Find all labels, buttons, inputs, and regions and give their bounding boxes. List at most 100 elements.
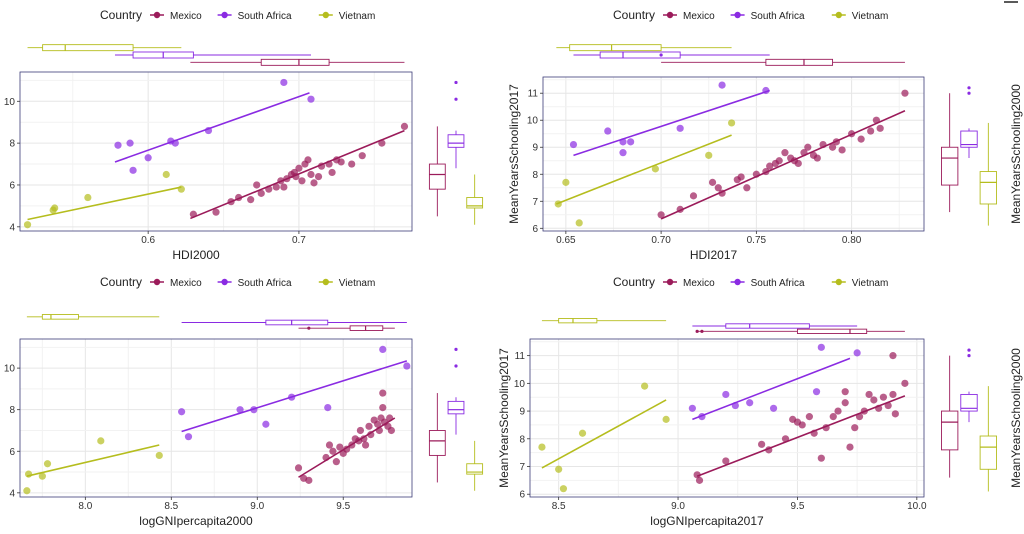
series-mexico (693, 352, 909, 484)
data-point (129, 166, 137, 174)
boxplot-vietnam (26, 314, 160, 320)
data-point (356, 426, 365, 435)
panel-4: 8.5 9.0 9.5 10.0 6 7 8 9 10 11 logGNIpercapita2017… (497, 318, 1023, 528)
legend-label: Mexico (683, 11, 715, 22)
x-tick-label: 9.5 (790, 501, 804, 512)
data-point (812, 388, 821, 396)
data-point (851, 424, 859, 432)
box (260, 58, 330, 66)
boxplot-vietnam (556, 44, 732, 52)
legend-label: South Africa (238, 11, 292, 22)
plot-background (530, 339, 924, 497)
data-point (97, 437, 105, 445)
data-point (24, 470, 33, 478)
data-point (708, 178, 717, 186)
x-tick-label: 10.0 (907, 501, 927, 512)
data-point (722, 457, 730, 465)
data-point (555, 465, 563, 473)
fit-line (26, 444, 160, 477)
data-point (294, 464, 303, 472)
data-point (51, 204, 59, 212)
y-axis-label: MeanYearsSchooling2017 (497, 348, 511, 488)
data-point (212, 208, 220, 216)
fit-line (692, 357, 851, 421)
data-point (846, 443, 854, 451)
y-tick-label: 4 (9, 222, 15, 233)
data-point (879, 393, 888, 401)
data-point (705, 151, 713, 159)
data-point (870, 396, 878, 404)
box (428, 163, 446, 190)
legend-4: Country Mexico South Africa Vietnam (613, 275, 888, 289)
legend-key-point (153, 11, 161, 19)
fit-line (660, 110, 906, 220)
boxplot-mexico (941, 93, 959, 213)
legend-label: Vietnam (852, 278, 889, 289)
legend-key-point (221, 278, 228, 286)
box (941, 410, 959, 451)
box (569, 44, 662, 52)
data-point (236, 406, 244, 414)
fit-line (190, 129, 405, 220)
box (41, 314, 79, 320)
data-point (722, 390, 730, 399)
data-point (689, 192, 698, 200)
series-south-africa (178, 345, 411, 441)
y-tick-label: 9 (519, 407, 525, 418)
outlier (307, 326, 311, 330)
outlier (967, 348, 971, 352)
box (960, 130, 978, 148)
data-point (379, 404, 387, 412)
right-marginal-boxplots (428, 347, 484, 491)
boxplot-south-africa (960, 348, 978, 423)
box (42, 44, 134, 52)
boxplot-south-africa (692, 323, 858, 329)
data-point (901, 89, 909, 97)
box (428, 430, 446, 456)
boxplot-mexico (428, 393, 446, 483)
data-point (324, 404, 332, 412)
box (447, 134, 465, 148)
data-point (247, 196, 255, 204)
y-tick-label: 11 (528, 89, 539, 100)
plot-border (529, 338, 925, 498)
right-marginal-boxplots (941, 86, 997, 226)
plot-background (20, 72, 412, 231)
boxplot-mexico (941, 355, 959, 478)
data-point (804, 143, 812, 151)
data-point (114, 141, 122, 149)
legend-key-point (153, 278, 161, 286)
data-point (562, 178, 570, 186)
outlier (454, 80, 458, 85)
boxplot-vietnam (466, 440, 484, 491)
legend-label: South Africa (238, 278, 292, 289)
y-tick-label: 6 (9, 447, 15, 458)
data-point (627, 138, 635, 146)
box (979, 171, 997, 205)
data-point (746, 399, 754, 407)
outlier (454, 97, 458, 101)
panel-2: 0.65 0.70 0.75 0.80 6 7 8 9 10 11 HDI2017 MeanYears… (507, 44, 1023, 262)
legend-key-point (835, 278, 842, 286)
data-point (693, 471, 701, 479)
top-marginal-boxplots (556, 44, 905, 66)
box (349, 325, 384, 331)
legend-title: Country (613, 275, 655, 289)
x-tick-label: 0.80 (842, 235, 862, 246)
x-axis-label: logGNIpercapita2017 (650, 514, 764, 528)
data-point (834, 407, 842, 415)
legend-label: Mexico (683, 278, 715, 289)
boxplot-mexico (661, 58, 905, 66)
box (466, 463, 484, 475)
x-axis-label: HDI2000 (172, 248, 220, 262)
data-point (307, 170, 315, 179)
data-point (775, 157, 783, 165)
series-mexico (294, 389, 396, 484)
boxplot-south-africa (960, 86, 978, 159)
data-point (641, 382, 649, 390)
grid (543, 77, 924, 231)
fit-line (181, 360, 408, 433)
box (979, 435, 997, 470)
outlier (695, 329, 699, 333)
x-tick-label: 0.7 (292, 235, 306, 246)
